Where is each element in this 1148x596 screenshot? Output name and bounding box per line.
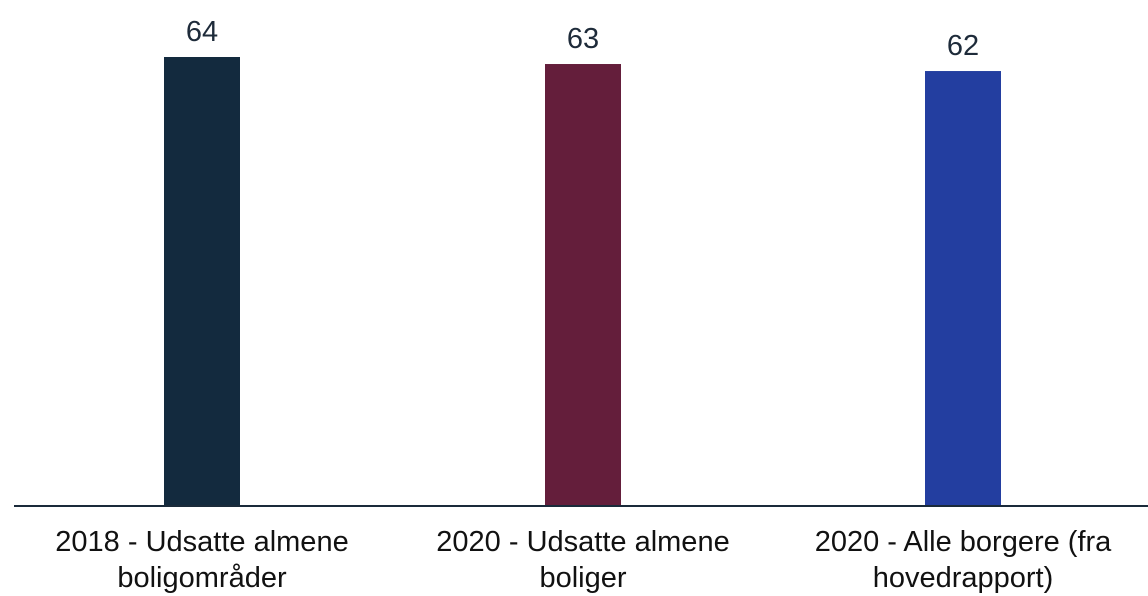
value-label-3: 62 (947, 30, 979, 62)
bar-3 (925, 71, 1001, 506)
bars-layer (164, 57, 1001, 506)
bar-1 (164, 57, 240, 506)
value-label-1: 64 (186, 16, 218, 48)
value-label-2: 63 (567, 23, 599, 55)
value-labels-layer: 64 63 62 (186, 16, 979, 62)
category-label-2: 2020 - Udsatte almene boliger (436, 526, 730, 594)
category-label-3: 2020 - Alle borgere (fra hovedrapport) (814, 526, 1112, 594)
category-label-1: 2018 - Udsatte almene boligområder (55, 526, 349, 594)
bar-2 (545, 64, 621, 506)
